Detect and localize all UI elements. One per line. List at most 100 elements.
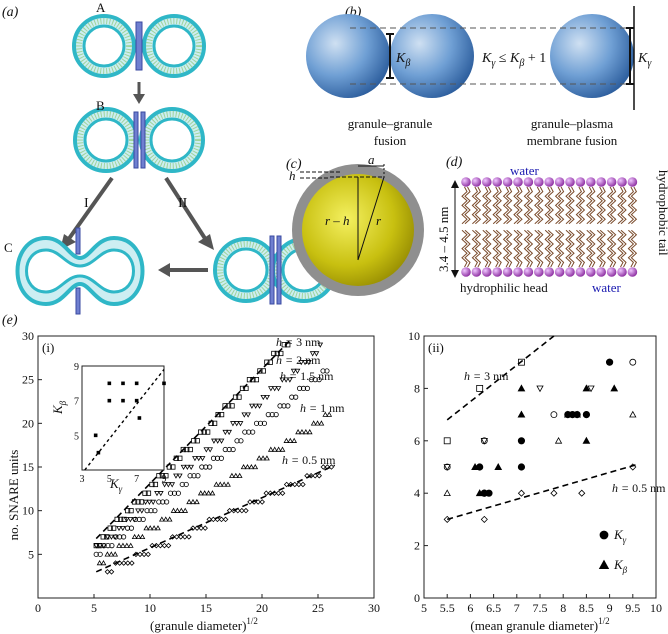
- inset-point: [137, 416, 142, 420]
- inset-point: [134, 381, 139, 386]
- data-point: [201, 429, 207, 435]
- data-point: [213, 481, 220, 487]
- data-point: [268, 386, 274, 392]
- data-point: [149, 481, 155, 488]
- a-label: a: [368, 152, 375, 167]
- data-point: [145, 551, 151, 558]
- data-point: [229, 472, 235, 478]
- y-tick-label: 4: [414, 486, 420, 500]
- caption-granule-plasma-2: membrane fusion: [527, 133, 618, 148]
- data-point: [241, 412, 248, 418]
- fit-line: [446, 463, 638, 521]
- lipid-head: [523, 267, 534, 277]
- data-point: [123, 517, 130, 523]
- lipid-tail: [578, 186, 586, 225]
- lipid-tail: [609, 229, 617, 268]
- inset-x-label: Kγ: [109, 476, 123, 494]
- data-point: [263, 490, 270, 496]
- data-point: [190, 498, 196, 505]
- data-point: [271, 446, 278, 452]
- y-tick-label: 2: [414, 539, 420, 553]
- data-point: [271, 386, 278, 392]
- lipid-tail: [606, 186, 614, 225]
- data-point: [218, 516, 225, 523]
- data-point: [143, 525, 150, 531]
- data-point: [135, 499, 141, 505]
- y-tick-label: 6: [414, 434, 420, 448]
- lipid-tail: [482, 186, 489, 225]
- data-point: [132, 516, 138, 523]
- data-point: [194, 438, 200, 444]
- data-point: [138, 499, 145, 505]
- data-point: [155, 525, 161, 531]
- lipid-tail: [461, 186, 468, 225]
- filled-point: [517, 437, 526, 445]
- inset-x-tick-label: 5: [107, 474, 112, 485]
- data-point: [205, 429, 211, 435]
- data-point: [158, 516, 165, 522]
- lipid-tail: [526, 186, 534, 225]
- granule-sphere-2: [390, 14, 474, 98]
- x-tick-label: 8.5: [579, 601, 594, 615]
- data-point: [97, 543, 103, 549]
- lipid-tail: [502, 186, 510, 225]
- panel-b: (b) Kβ Kγ Kγ ≤ Kβ + 1 granule–granule fu…: [306, 5, 652, 148]
- data-point: [121, 516, 127, 523]
- panel-e-label: (e): [2, 313, 18, 328]
- data-point: [167, 490, 174, 496]
- lipid-tail: [523, 229, 531, 268]
- lipid-head: [596, 177, 606, 187]
- lipid-tail: [554, 229, 562, 268]
- lipid-head: [534, 267, 544, 277]
- data-point: [248, 463, 255, 470]
- lipid-tail: [505, 229, 513, 268]
- x-tick-label: 8: [560, 601, 566, 615]
- lipid-tail: [630, 229, 638, 268]
- legend-ii: Kγ Kβ: [598, 527, 628, 575]
- lipid-tail: [474, 229, 482, 268]
- data-point: [245, 412, 251, 418]
- panel-c: (c) h a r – h r: [286, 152, 424, 296]
- data-point: [298, 360, 305, 366]
- data-point: [316, 377, 322, 383]
- data-point: [96, 560, 103, 566]
- lipid-head: [544, 177, 554, 187]
- inset-x-tick-label: 9: [162, 474, 167, 485]
- data-point: [148, 508, 154, 514]
- open-point: [629, 358, 637, 366]
- data-point: [322, 411, 329, 417]
- x-tick-label: 15: [200, 601, 212, 615]
- inset-point: [121, 381, 125, 386]
- lipid-head: [606, 267, 617, 277]
- fit-line: [95, 464, 336, 573]
- fusion-relation: Kγ ≤ Kβ + 1: [481, 51, 546, 69]
- data-point: [109, 542, 115, 549]
- data-point: [162, 516, 169, 522]
- lipid-head: [513, 267, 523, 277]
- inset-y-label: Kβ: [50, 400, 68, 415]
- series-annotation: h = 0.5 nm: [282, 453, 336, 467]
- data-point: [299, 429, 305, 435]
- lipid-head: [586, 177, 596, 187]
- lipid-head: [502, 267, 513, 277]
- data-point: [267, 359, 273, 365]
- data-point: [310, 420, 317, 426]
- filled-point: [563, 410, 572, 418]
- data-point: [170, 507, 177, 513]
- data-point: [124, 525, 131, 531]
- data-point: [279, 446, 286, 452]
- filled-point: [605, 358, 614, 366]
- series-annotation: h = 1.5 nm: [280, 369, 334, 383]
- data-point: [283, 377, 289, 383]
- data-point: [175, 490, 181, 496]
- legend-marker-k-beta: [598, 559, 610, 569]
- caption-granule-granule-2: fusion: [374, 133, 407, 148]
- data-point: [183, 481, 189, 488]
- data-point: [252, 403, 259, 409]
- r-label: r: [376, 213, 382, 228]
- lipid-tail: [575, 229, 583, 268]
- x-tick-label: 0: [35, 601, 41, 615]
- data-point: [236, 472, 243, 478]
- lipid-tail: [599, 186, 606, 225]
- x-tick-label: 7: [514, 601, 520, 615]
